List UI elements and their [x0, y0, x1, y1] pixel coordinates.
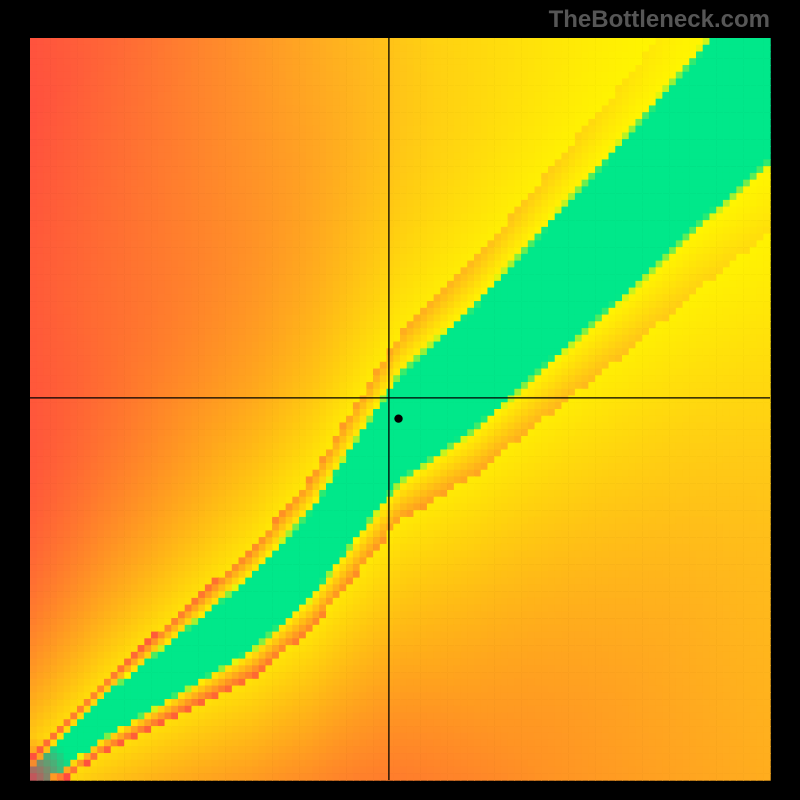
watermark-text: TheBottleneck.com — [549, 6, 770, 34]
root-container: { "type": "heatmap", "watermark": "TheBo… — [0, 0, 800, 800]
bottleneck-heatmap — [0, 0, 800, 800]
